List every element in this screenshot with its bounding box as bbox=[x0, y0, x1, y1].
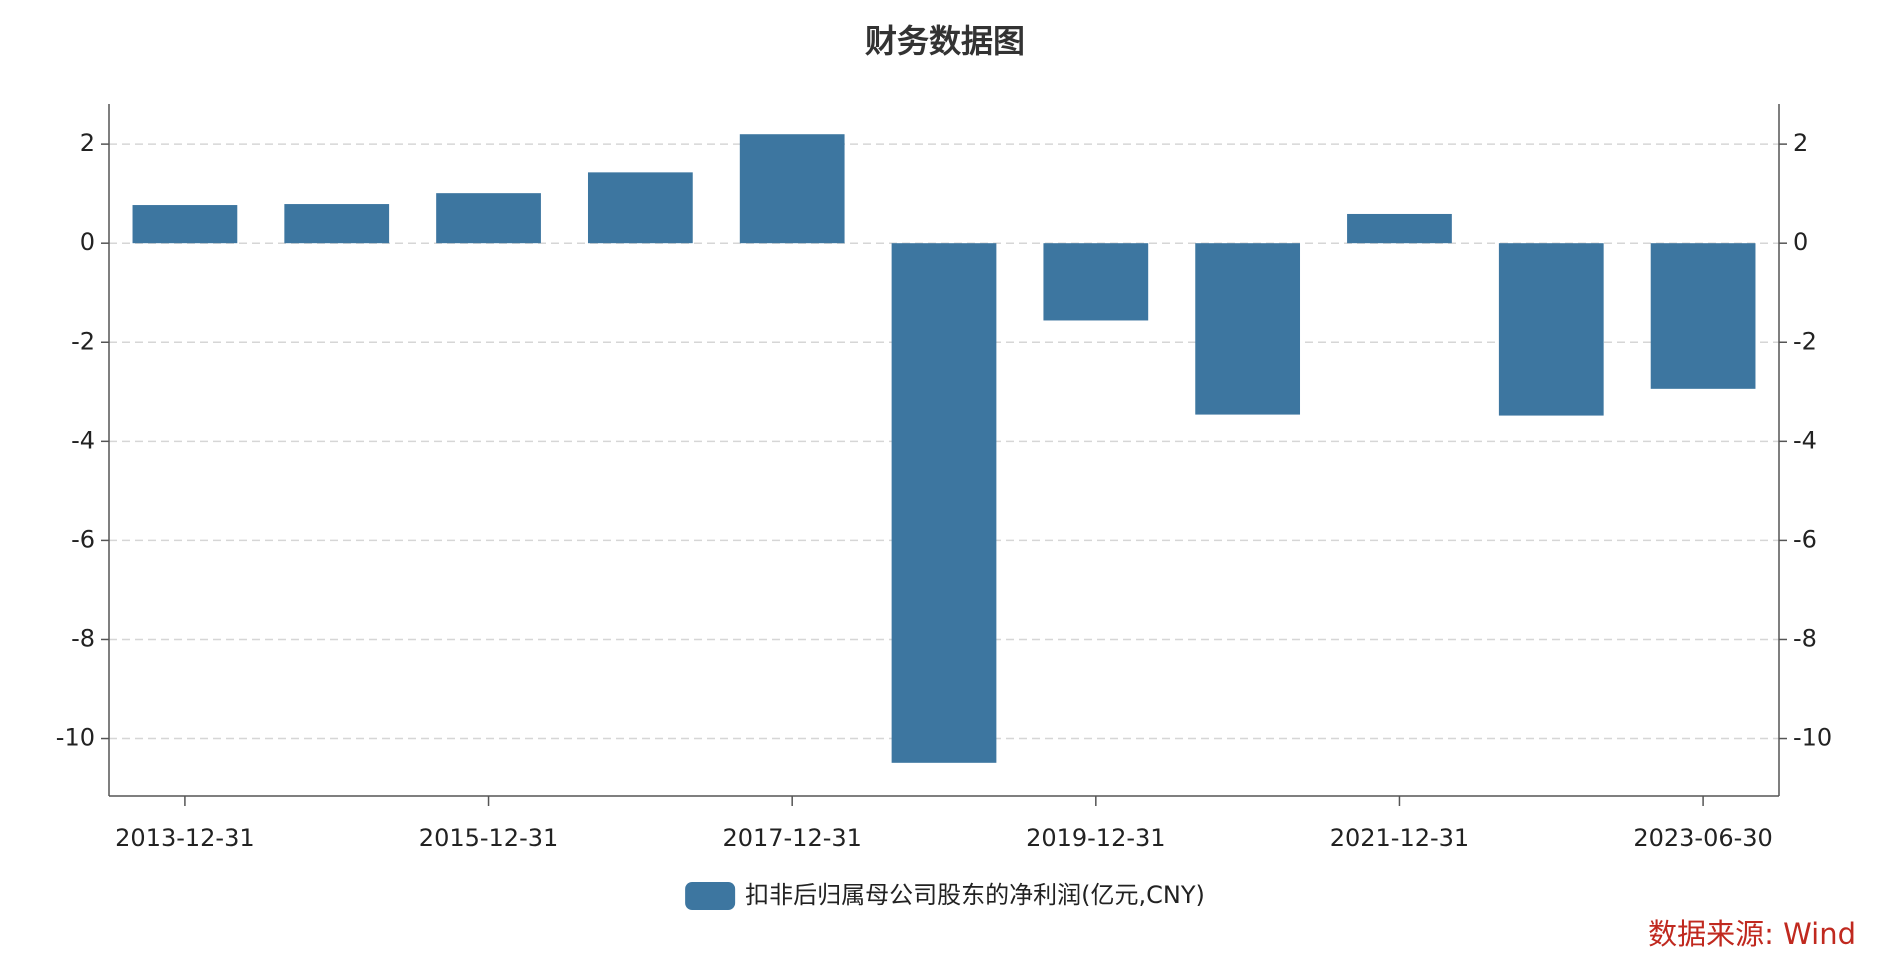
bar bbox=[436, 193, 541, 244]
bar bbox=[284, 204, 390, 244]
y-tick-label: -10 bbox=[56, 724, 95, 752]
bar bbox=[1347, 213, 1452, 244]
bar bbox=[1498, 243, 1604, 416]
x-tick-label: 2015-12-31 bbox=[419, 824, 558, 852]
x-tick-label: 2019-12-31 bbox=[1026, 824, 1165, 852]
bar bbox=[739, 134, 845, 244]
y-tick-label: -6 bbox=[71, 525, 95, 553]
y-tick-label: -4 bbox=[71, 426, 95, 454]
y2-tick-label: -2 bbox=[1793, 327, 1817, 355]
y2-tick-label: -6 bbox=[1793, 525, 1817, 553]
y2-tick-label: -10 bbox=[1793, 724, 1832, 752]
y-tick-label: -8 bbox=[71, 624, 95, 652]
x-tick-label: 2023-06-30 bbox=[1633, 824, 1772, 852]
y2-tick-label: -8 bbox=[1793, 624, 1817, 652]
y-tick-label: -2 bbox=[71, 327, 95, 355]
legend-swatch bbox=[685, 882, 736, 910]
y2-tick-label: -4 bbox=[1793, 426, 1817, 454]
bar bbox=[132, 205, 238, 244]
y-tick-label: 0 bbox=[80, 228, 95, 256]
x-tick-label: 2017-12-31 bbox=[722, 824, 861, 852]
y2-tick-label: 0 bbox=[1793, 228, 1808, 256]
x-tick-label: 2021-12-31 bbox=[1330, 824, 1469, 852]
chart-title: 财务数据图 bbox=[865, 22, 1025, 60]
y-tick-label: 2 bbox=[80, 129, 95, 157]
bar bbox=[587, 172, 693, 244]
y2-tick-label: 2 bbox=[1793, 129, 1808, 157]
x-tick-label: 2013-12-31 bbox=[115, 824, 254, 852]
bar bbox=[891, 243, 997, 763]
source-note: 数据来源: Wind bbox=[1648, 917, 1856, 951]
bar bbox=[1650, 243, 1756, 389]
bar bbox=[1195, 243, 1301, 415]
legend-label: 扣非后归属母公司股东的净利润(亿元,CNY) bbox=[745, 881, 1205, 909]
bar bbox=[1043, 243, 1149, 321]
